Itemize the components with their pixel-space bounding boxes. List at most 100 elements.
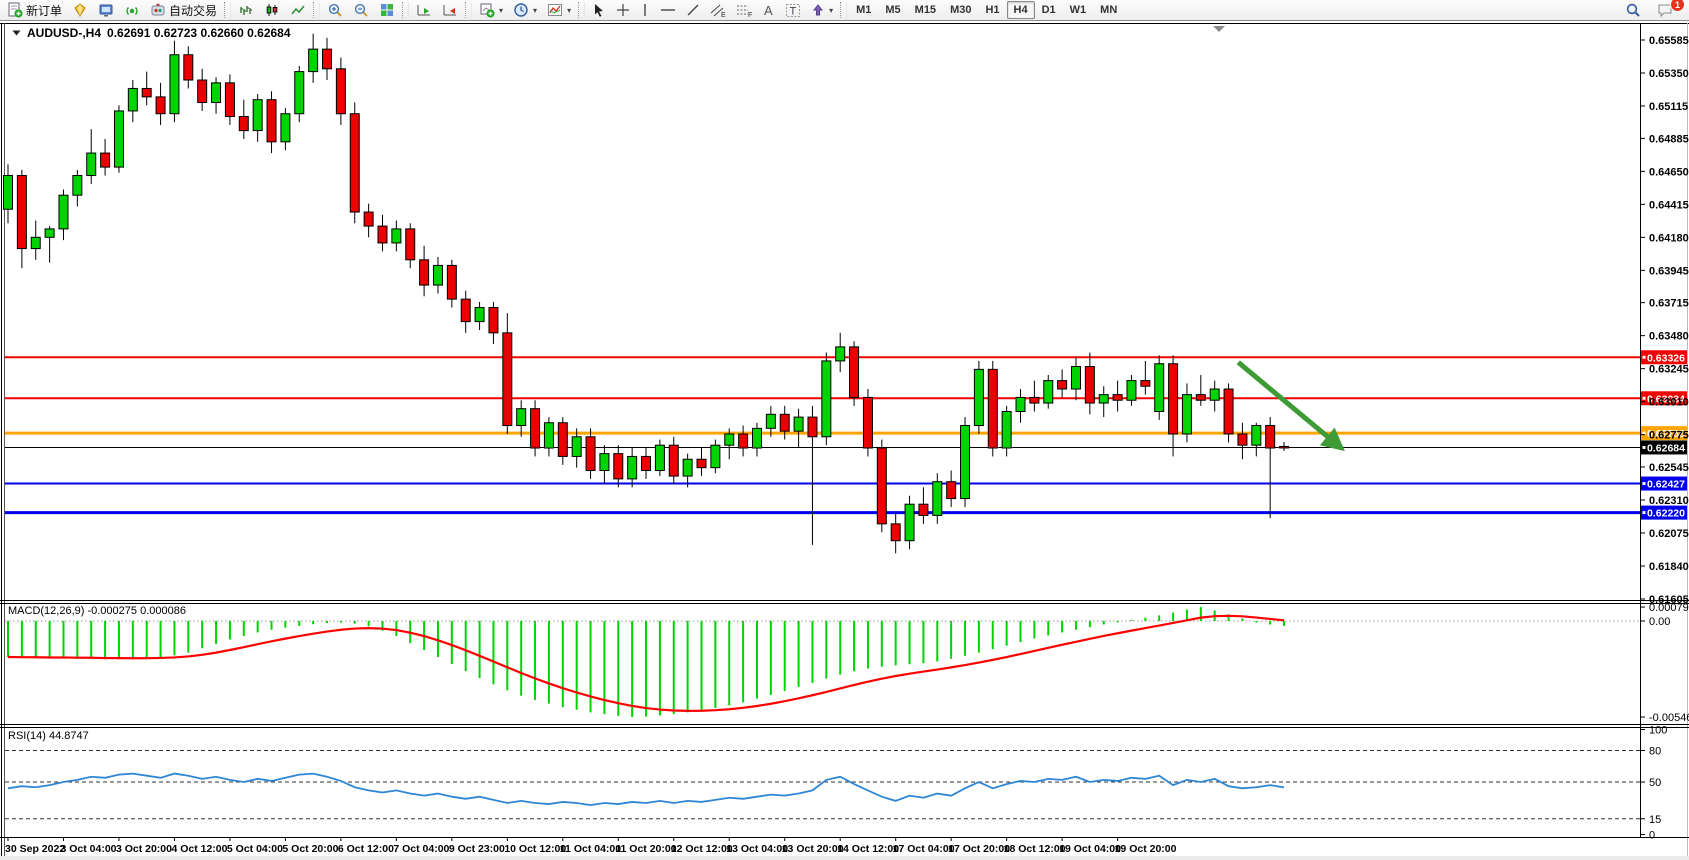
timeframe-button-m15[interactable]: M15 <box>914 4 937 16</box>
zoom-out-button[interactable] <box>348 1 374 19</box>
new-order-button[interactable]: 新订单 <box>2 1 67 19</box>
text-label-tool-button[interactable]: T <box>780 1 806 19</box>
crosshair-tool-button[interactable] <box>611 1 635 19</box>
bull-candle <box>280 113 291 143</box>
bull-candle <box>58 194 69 230</box>
equidistant-channel-tool-button[interactable]: E <box>705 1 731 19</box>
svg-text:0.63034: 0.63034 <box>1647 393 1685 405</box>
candlestick-mode-button[interactable] <box>259 1 285 19</box>
vertical-line-tool-button[interactable] <box>635 1 655 19</box>
bull-candle <box>543 422 554 449</box>
fibonacci-tool-button[interactable]: F <box>731 1 757 19</box>
new-chart-icon <box>480 3 495 18</box>
chart-title-symbol: AUDUSD-,H4 <box>27 26 102 40</box>
line-chart-mode-button[interactable] <box>285 1 311 19</box>
bull-candle <box>973 368 984 427</box>
svg-text:0.63245: 0.63245 <box>1649 364 1689 376</box>
market-watch-button[interactable] <box>67 1 93 19</box>
bull-candle <box>1001 410 1012 449</box>
bear-candle <box>876 447 887 525</box>
autotrading-button[interactable]: 自动交易 <box>145 1 222 19</box>
text-tool-button[interactable]: A <box>757 1 780 19</box>
time-axis-label: 5 Oct 04:00 <box>227 843 283 855</box>
bear-candle <box>890 523 901 542</box>
tile-windows-button[interactable] <box>374 1 400 19</box>
bull-candle <box>86 152 97 177</box>
zoom-in-button[interactable] <box>322 1 348 19</box>
bear-candle <box>1279 445 1290 449</box>
chart-shift-button[interactable] <box>437 1 463 19</box>
bear-candle <box>738 433 749 449</box>
bear-candle <box>1084 366 1095 404</box>
timeframe-button-h1[interactable]: H1 <box>985 4 1000 16</box>
bull-candle <box>793 416 804 432</box>
bear-candle <box>224 82 235 118</box>
svg-text:50: 50 <box>1649 777 1661 789</box>
macd-pane[interactable]: 0.000793 0.00 -0.005464 <box>5 602 1689 724</box>
terminal-button[interactable] <box>93 1 119 19</box>
news-broadcast-button[interactable] <box>119 1 145 19</box>
candlestick-icon <box>266 4 278 16</box>
timeframe-button-m30[interactable]: M30 <box>950 4 972 16</box>
indicators-button[interactable]: ▾ <box>542 1 576 19</box>
periods-button[interactable]: ▾ <box>508 1 542 19</box>
chart-title[interactable]: AUDUSD-,H4 0.62691 0.62723 0.62660 0.626… <box>12 26 291 40</box>
timeframe-button-m1[interactable]: M1 <box>856 4 872 16</box>
timeframe-button-m5[interactable]: M5 <box>885 4 901 16</box>
svg-text:0.62310: 0.62310 <box>1649 495 1689 507</box>
new-chart-button[interactable]: ▾ <box>474 1 508 19</box>
timeframe-button-w1[interactable]: W1 <box>1069 4 1087 16</box>
svg-text:0.65350: 0.65350 <box>1649 68 1689 80</box>
cursor-icon <box>595 3 604 17</box>
timeframe-button-d1[interactable]: D1 <box>1041 4 1056 16</box>
bear-candle <box>322 48 333 70</box>
auto-scroll-button[interactable] <box>411 1 437 19</box>
trendline-tool-button[interactable] <box>681 1 705 19</box>
dropdown-caret: ▾ <box>533 5 538 15</box>
bear-candle <box>363 211 374 227</box>
terminal-icon <box>99 4 113 17</box>
svg-text:0.62684: 0.62684 <box>1647 442 1685 454</box>
bull-candle <box>308 48 319 73</box>
svg-text:0.000793: 0.000793 <box>1649 602 1689 614</box>
search-button[interactable] <box>1620 1 1646 19</box>
bear-candle <box>613 453 624 480</box>
cursor-tool-button[interactable] <box>587 1 611 19</box>
svg-text:0.61840: 0.61840 <box>1649 561 1689 573</box>
horizontal-line-tool-button[interactable] <box>655 1 681 19</box>
bull-candle <box>765 413 776 429</box>
down-trend-arrow[interactable] <box>1236 360 1345 452</box>
time-axis-label: 14 Oct 12:00 <box>837 843 899 855</box>
dropdown-caret: ▾ <box>567 5 572 15</box>
bear-candle <box>16 175 27 250</box>
trend-arrow-annotation[interactable] <box>1236 360 1345 452</box>
rsi-pane[interactable]: 100 80 50 15 0 <box>5 725 1667 842</box>
svg-text:E: E <box>721 12 726 18</box>
bear-candle <box>377 225 388 244</box>
bull-candle <box>960 425 971 500</box>
text-a-icon: A <box>764 3 773 17</box>
new-order-icon <box>8 2 23 18</box>
timeframe-button-h4[interactable]: H4 <box>1006 1 1035 19</box>
chart-menu-arrow-icon[interactable] <box>12 29 21 37</box>
svg-text:0.63010: 0.63010 <box>1649 397 1689 409</box>
toolbar-separator <box>224 2 232 18</box>
bar-chart-mode-button[interactable] <box>233 1 259 19</box>
bear-candle <box>1237 433 1248 446</box>
clock-icon <box>514 3 528 17</box>
arrows-tool-button[interactable]: ▾ <box>806 1 838 19</box>
bull-candle <box>44 228 55 238</box>
bull-candle <box>1126 380 1137 401</box>
notification-badge[interactable]: 1 <box>1670 0 1685 12</box>
time-axis-label: 9 Oct 23:00 <box>449 843 505 855</box>
bull-candle <box>474 307 485 323</box>
auto-scroll-icon <box>417 5 431 16</box>
arrows-shape-icon <box>813 4 824 16</box>
notifications-button[interactable]: 1 <box>1652 0 1685 19</box>
price-axis[interactable]: 0.65585 0.65350 0.65115 0.64885 0.64650 0.644… <box>1640 35 1689 606</box>
time-axis-label: 4 Oct 12:00 <box>171 843 227 855</box>
timeframe-button-mn[interactable]: MN <box>1100 4 1118 16</box>
